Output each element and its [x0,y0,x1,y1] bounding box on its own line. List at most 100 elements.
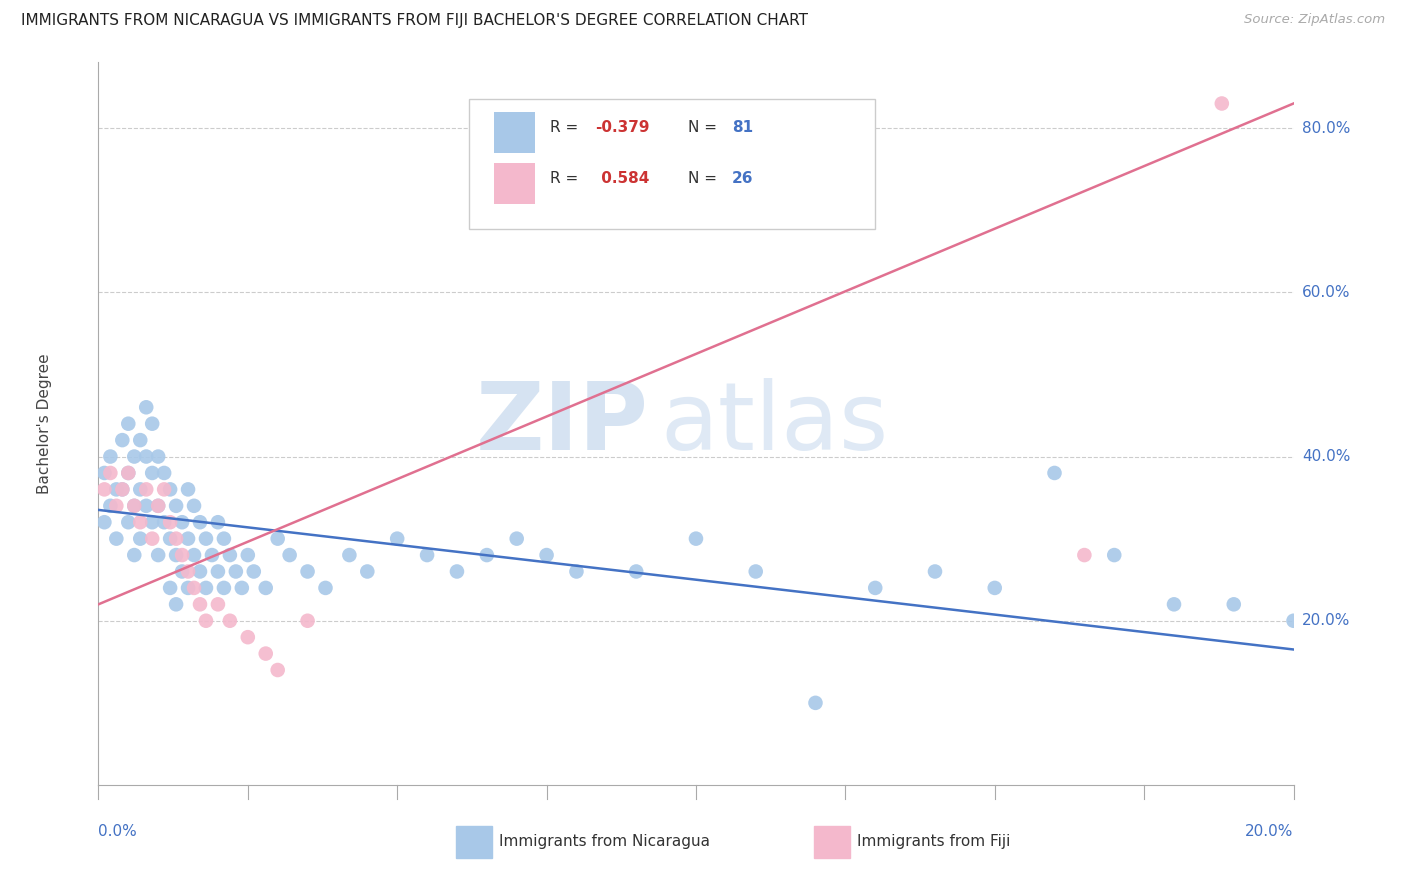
Point [254,581,277,595]
Text: 60.0%: 60.0% [1302,285,1350,300]
Text: R =: R = [550,170,583,186]
Point [153,483,176,497]
Text: Source: ZipAtlas.com: Source: ZipAtlas.com [1244,13,1385,27]
Point [98,450,122,464]
FancyBboxPatch shape [494,112,534,153]
Point [177,532,200,546]
Point [141,417,163,431]
Point [117,515,139,529]
Point [924,565,946,579]
Point [148,499,170,513]
Point [231,581,253,595]
Point [117,466,139,480]
Point [159,581,181,595]
Point [804,696,827,710]
Point [135,401,157,415]
Point [207,515,229,529]
Point [267,663,290,677]
Point [153,466,176,480]
Point [124,450,146,464]
Point [105,499,128,513]
Point [135,499,157,513]
Text: ZIP: ZIP [475,377,648,470]
Point [183,499,205,513]
Point [315,581,337,595]
Point [105,483,128,497]
Text: Immigrants from Nicaragua: Immigrants from Nicaragua [499,834,710,849]
Point [188,598,211,612]
Point [267,532,290,546]
Point [148,548,170,562]
Point [98,499,122,513]
Point [195,532,218,546]
Point [93,466,115,480]
Point [93,483,115,497]
Point [1043,466,1066,480]
Text: 0.0%: 0.0% [98,824,138,838]
Point [111,433,134,447]
Point [183,581,205,595]
Text: R =: R = [550,120,583,135]
Point [195,614,218,628]
Text: Immigrants from Fiji: Immigrants from Fiji [858,834,1011,849]
Point [124,499,146,513]
Point [117,466,139,480]
Point [124,499,146,513]
Point [236,630,259,644]
Point [159,515,181,529]
Point [129,483,152,497]
Point [356,565,378,579]
Point [745,565,768,579]
Point [141,532,163,546]
Point [135,450,157,464]
Point [212,581,235,595]
Point [177,581,200,595]
Point [536,548,558,562]
Point [172,548,194,562]
Point [141,515,163,529]
Point [117,417,139,431]
Point [219,614,242,628]
Text: 20.0%: 20.0% [1302,614,1350,628]
Point [212,532,235,546]
Text: 26: 26 [733,170,754,186]
Point [297,614,319,628]
Point [165,598,187,612]
Point [219,548,242,562]
Text: 81: 81 [733,120,754,135]
Point [475,548,498,562]
Point [183,548,205,562]
Point [188,565,211,579]
Point [129,515,152,529]
Point [159,532,181,546]
Point [165,532,187,546]
Point [565,565,588,579]
Point [278,548,301,562]
Point [385,532,409,546]
Text: Bachelor's Degree: Bachelor's Degree [37,353,52,494]
Point [254,647,277,661]
Point [416,548,439,562]
Point [207,598,229,612]
Point [159,483,181,497]
FancyBboxPatch shape [494,163,534,204]
Point [685,532,707,546]
FancyBboxPatch shape [814,826,851,858]
Point [148,450,170,464]
Text: 20.0%: 20.0% [1246,824,1294,838]
Point [172,565,194,579]
Point [172,515,194,529]
Point [111,483,134,497]
Point [148,499,170,513]
Point [207,565,229,579]
Point [93,515,115,529]
Text: N =: N = [688,120,721,135]
Point [105,532,128,546]
FancyBboxPatch shape [456,826,492,858]
Text: IMMIGRANTS FROM NICARAGUA VS IMMIGRANTS FROM FIJI BACHELOR'S DEGREE CORRELATION : IMMIGRANTS FROM NICARAGUA VS IMMIGRANTS … [21,13,808,29]
FancyBboxPatch shape [470,99,876,228]
Point [153,515,176,529]
Text: 40.0%: 40.0% [1302,449,1350,464]
Point [111,483,134,497]
Point [141,466,163,480]
